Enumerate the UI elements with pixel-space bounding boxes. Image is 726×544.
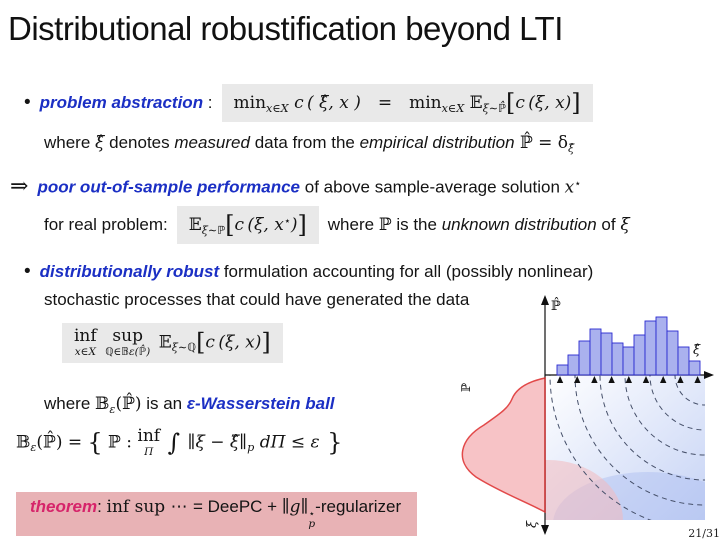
sample-markers xyxy=(556,376,701,383)
dro-formula-row: inf x∈X sup ℚ∈𝔹ε(ℙ̂) 𝔼ξ∼ℚ[c (ξ, x)] xyxy=(62,323,283,363)
p-axis-label: ℙ xyxy=(459,383,473,392)
empirical-distribution-text: where ξ̂ denotes measured data from the … xyxy=(44,133,575,155)
down-arrowhead-icon xyxy=(541,525,549,535)
xihat-axis-label: ξ̂ xyxy=(693,343,701,358)
empirical-distribution-line: where ξ̂ denotes measured data from the … xyxy=(44,133,574,155)
page-number: 21/31 xyxy=(688,527,720,540)
xi-axis-label: ξ xyxy=(525,520,540,528)
real-problem-row: for real problem: 𝔼ξ∼ℙ[c (ξ, x⋆)] where … xyxy=(44,206,630,244)
empirical-histogram xyxy=(556,316,701,376)
ball-definition-row: 𝔹ε(ℙ̂) = { ℙ : inf Π ∫ ∥ξ − ξ̂∥p dΠ ≤ ε } xyxy=(16,428,342,458)
poor-performance-text: poor out-of-sample performance of above … xyxy=(37,176,582,198)
phat-axis-label: ℙ̂ xyxy=(551,297,561,314)
problem-abstraction-row: • problem abstraction : minx∈X c ( ξ̂, x… xyxy=(24,84,593,122)
ball-definition-formula: 𝔹ε(ℙ̂) = { ℙ : inf Π ∫ ∥ξ − ξ̂∥p dΠ ≤ ε } xyxy=(16,426,343,458)
robust-text-line1: distributionally robust formulation acco… xyxy=(39,262,594,281)
unknown-distribution-text: where ℙ is the unknown distribution of ξ xyxy=(327,215,630,235)
wasserstein-ball-row: where 𝔹ε(ℙ̂) is an ε-Wasserstein ball xyxy=(44,394,335,416)
sample-average-formula: minx∈X c ( ξ̂, x ) = minx∈X 𝔼ξ∼ℙ̂[c (ξ, … xyxy=(221,84,593,122)
real-problem-label: for real problem: xyxy=(44,215,168,234)
pink-glow xyxy=(545,460,623,520)
problem-abstraction-label: problem abstraction : xyxy=(39,93,213,112)
bullet-icon: • xyxy=(24,260,31,282)
bullet-icon: • xyxy=(24,91,31,113)
right-arrowhead-icon xyxy=(704,371,714,379)
robust-text-line2: stochastic processes that could have gen… xyxy=(44,290,470,309)
implies-icon: ⇒ xyxy=(10,174,29,199)
true-distribution-curve xyxy=(461,377,546,514)
robust-row-continued: stochastic processes that could have gen… xyxy=(44,290,469,310)
robust-row: • distributionally robust formulation ac… xyxy=(24,262,593,282)
up-arrowhead-icon xyxy=(541,295,549,305)
region-glows xyxy=(545,460,705,520)
poor-performance-row: ⇒ poor out-of-sample performance of abov… xyxy=(10,176,581,198)
page-title: Distributional robustification beyond LT… xyxy=(8,10,563,47)
wasserstein-diagram: ℙ̂ ξ̂ ℙ ξ xyxy=(459,295,714,535)
true-expectation-formula: 𝔼ξ∼ℙ[c (ξ, x⋆)] xyxy=(176,206,319,244)
wasserstein-ball-text: where 𝔹ε(ℙ̂) is an ε-Wasserstein ball xyxy=(44,394,335,416)
theorem-text: theorem: inf sup ⋯ = DeePC + ∥g∥ ⋆ p -regul… xyxy=(30,497,402,530)
theorem-box: theorem: inf sup ⋯ = DeePC + ∥g∥ ⋆ p -regul… xyxy=(16,492,418,536)
dro-formula: inf x∈X sup ℚ∈𝔹ε(ℙ̂) 𝔼ξ∼ℚ[c (ξ, x)] xyxy=(62,323,283,363)
